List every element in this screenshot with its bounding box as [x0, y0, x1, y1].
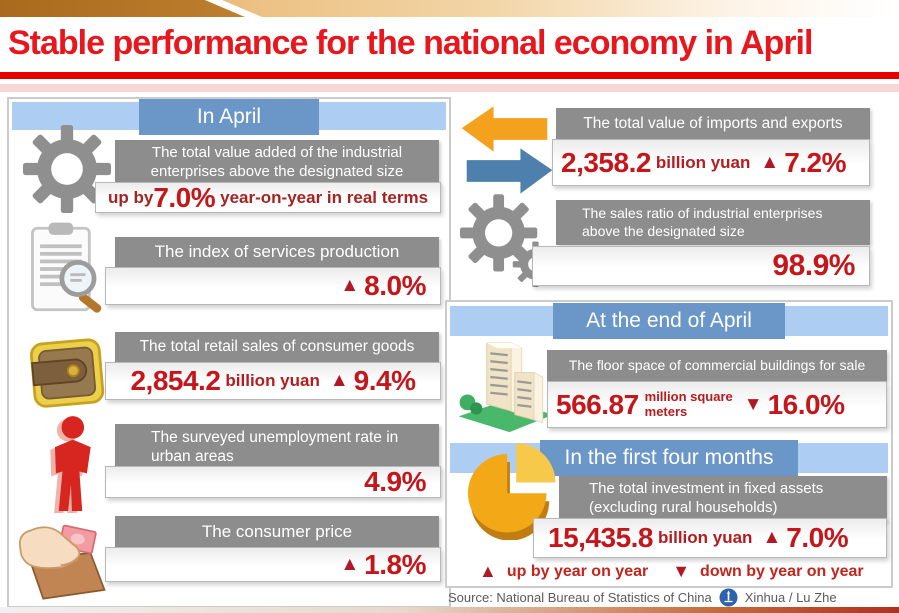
value-change: 16.0% — [767, 388, 845, 420]
stat-value-floor-space: 566.87 million square meters ▼ 16.0% — [547, 381, 887, 428]
stat-value-investment: 15,435.8 billion yuan ▲ 7.0% — [533, 518, 887, 558]
bottom-decoration-bar — [0, 607, 899, 613]
up-triangle: ▲ — [760, 151, 780, 173]
stat-label-cpi: The consumer price — [115, 516, 439, 547]
value-number: 566.87 — [556, 388, 639, 420]
value-number: 4.9% — [364, 466, 426, 497]
top-decoration-wedge — [0, 0, 245, 17]
clipboard-magnifier-icon — [23, 221, 113, 322]
stat-label-services: The index of services production — [115, 237, 439, 267]
value-unit: million square meters — [644, 389, 733, 419]
stat-value-industrial: up by 7.0% year-on-year in real terms — [95, 182, 441, 213]
legend-up-triangle: ▲ — [479, 561, 497, 581]
value-unit: billion yuan — [658, 528, 753, 547]
stat-label-floor-space: The floor space of commercial buildings … — [547, 350, 887, 381]
credit-text: Xinhua / Lu Zhe — [744, 590, 837, 605]
gear-icon — [21, 125, 113, 218]
first-four-months-header: In the first four months — [540, 440, 798, 476]
value-change: 7.0% — [786, 522, 849, 553]
stat-label-retail: The total retail sales of consumer goods — [115, 332, 439, 362]
up-triangle: ▲ — [329, 370, 349, 391]
value-number: 1.8% — [364, 548, 426, 580]
end-of-april-header: At the end of April — [553, 303, 785, 339]
trade-arrows-icon — [460, 102, 554, 203]
top-decoration-bar — [0, 0, 899, 17]
stat-label-sales-ratio: The sales ratio of industrial enterprise… — [556, 200, 870, 245]
stat-value-sales-ratio: 98.9% — [532, 246, 870, 286]
value-unit: billion yuan — [225, 371, 320, 390]
value-number: 7.0% — [153, 181, 216, 213]
in-april-header: In April — [139, 99, 319, 135]
value-number: 2,358.2 — [561, 146, 651, 178]
value-number: 98.9% — [772, 249, 855, 282]
footer: Source: National Bureau of Statistics of… — [448, 588, 896, 607]
legend-down-label: down by year on year — [700, 562, 864, 580]
value-change: 9.4% — [353, 365, 416, 396]
up-triangle: ▲ — [340, 553, 360, 575]
stat-value-retail: 2,854.2 billion yuan ▲ 9.4% — [105, 362, 441, 400]
right-panel: At the end of April — [445, 300, 893, 588]
unit-line1: million square — [644, 389, 733, 405]
source-text: Source: National Bureau of Statistics of… — [448, 590, 712, 605]
stat-value-unemployment: 4.9% — [105, 466, 441, 498]
pie-chart-icon — [459, 434, 559, 545]
in-april-panel: In April The total value added of the in… — [7, 97, 451, 608]
up-triangle: ▲ — [762, 527, 782, 548]
up-triangle: ▲ — [340, 275, 360, 296]
legend: ▲ up by year on year ▼ down by year on y… — [479, 561, 864, 582]
value-prefix: up by — [107, 187, 154, 207]
xinhua-logo-icon — [719, 588, 738, 607]
value-number: 8.0% — [364, 270, 426, 301]
building-icon — [457, 332, 555, 441]
stat-value-services: ▲ 8.0% — [105, 267, 441, 305]
value-suffix: year-on-year in real terms — [220, 187, 429, 207]
value-unit: billion yuan — [655, 152, 751, 172]
stat-label-investment: The total investment in fixed assets (ex… — [559, 476, 887, 522]
wallet-icon — [21, 327, 115, 424]
value-change: 7.2% — [784, 146, 847, 178]
stat-label-industrial: The total value added of the industrial … — [115, 140, 439, 186]
value-number: 15,435.8 — [548, 522, 654, 553]
stat-value-trade: 2,358.2 billion yuan ▲ 7.2% — [552, 139, 870, 186]
pink-divider — [0, 84, 899, 92]
hand-money-icon — [17, 519, 115, 608]
legend-up-label: up by year on year — [506, 562, 649, 580]
value-number: 2,854.2 — [130, 365, 221, 396]
red-divider — [0, 72, 899, 79]
legend-down-triangle: ▼ — [672, 561, 691, 581]
stat-label-unemployment: The surveyed unemployment rate in urban … — [115, 424, 439, 471]
page-title: Stable performance for the national econ… — [8, 24, 813, 62]
stat-value-cpi: ▲ 1.8% — [105, 547, 441, 582]
person-icon — [39, 415, 101, 518]
down-triangle: ▼ — [743, 393, 763, 415]
unit-line2: meters — [644, 403, 688, 419]
stat-label-trade: The total value of imports and exports — [556, 108, 870, 139]
